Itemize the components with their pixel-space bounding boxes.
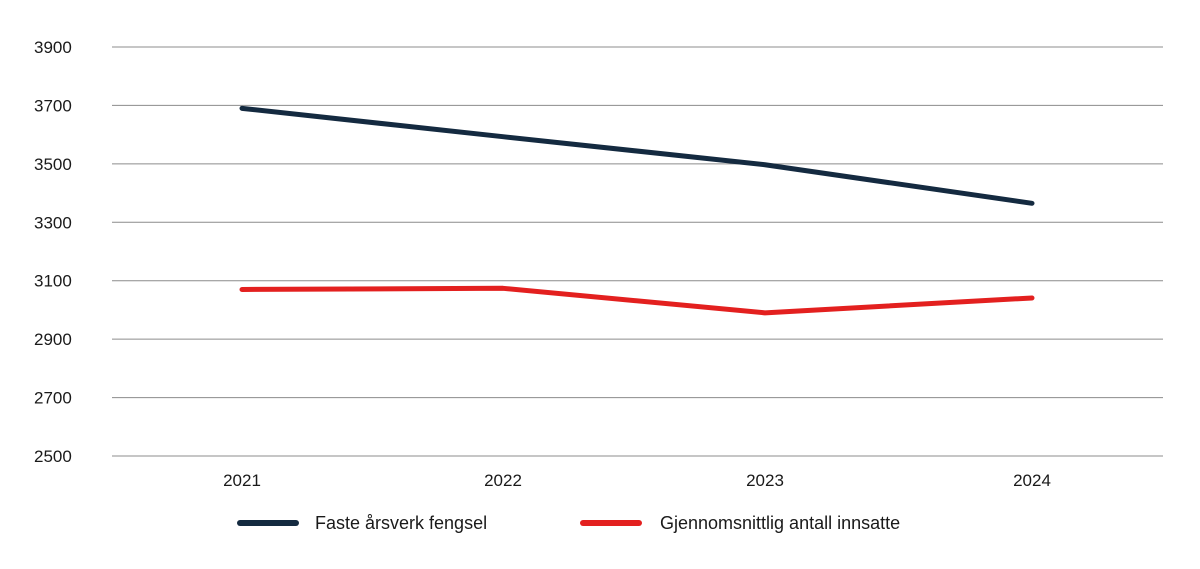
x-axis-ticks: 2021 2022 2023 2024 — [223, 471, 1051, 490]
y-tick-label: 3100 — [34, 272, 72, 291]
y-tick-label: 3500 — [34, 155, 72, 174]
y-tick-label: 2500 — [34, 447, 72, 466]
series-line-1 — [239, 105, 1035, 206]
x-tick-label: 2023 — [746, 471, 784, 490]
y-axis-ticks: 2500 2700 2900 3100 3300 3500 3700 3900 — [34, 38, 72, 466]
gridlines — [112, 46, 1163, 457]
x-tick-label: 2021 — [223, 471, 261, 490]
legend-item: Gjennomsnittlig antall innsatte — [580, 513, 900, 533]
y-tick-label: 3700 — [34, 96, 72, 115]
series-lines — [239, 105, 1035, 316]
y-tick-label: 3900 — [34, 38, 72, 57]
y-tick-label: 2700 — [34, 389, 72, 408]
x-tick-label: 2024 — [1013, 471, 1051, 490]
y-tick-label: 2900 — [34, 330, 72, 349]
legend-item: Faste årsverk fengsel — [237, 513, 487, 533]
legend-label: Faste årsverk fengsel — [315, 513, 487, 533]
y-tick-label: 3300 — [34, 213, 72, 232]
legend-label: Gjennomsnittlig antall innsatte — [660, 513, 900, 533]
legend: Faste årsverk fengsel Gjennomsnittlig ant… — [237, 513, 900, 533]
series-line-2 — [239, 285, 1035, 316]
x-tick-label: 2022 — [484, 471, 522, 490]
